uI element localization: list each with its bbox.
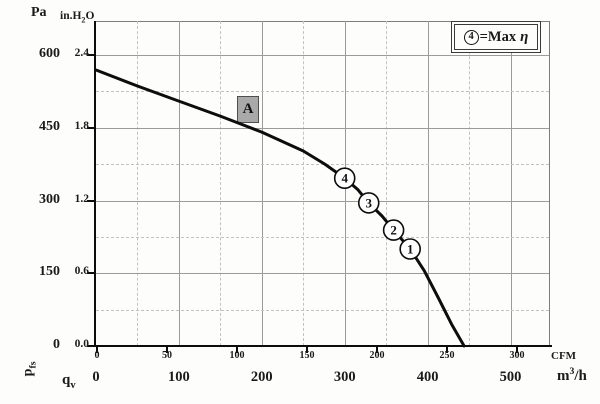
gridline-vertical-solid	[510, 21, 512, 346]
x-axis-tick	[306, 346, 308, 353]
inh2o-prefix: in.H	[60, 10, 82, 22]
legend-box: 4 =Max η	[451, 21, 541, 53]
inh2o-sub: 2	[81, 15, 86, 25]
x-axis-tick	[96, 346, 98, 353]
y-tick-label-inh2o: 0.6	[74, 265, 89, 278]
y-axis-tick	[87, 199, 95, 202]
gridline-vertical-dashed	[469, 21, 471, 346]
x-axis-tick	[376, 346, 378, 353]
plot-frame	[95, 21, 550, 347]
x-axis-unit-cfm: CFM	[551, 350, 577, 362]
legend-eta-symbol: η	[520, 28, 529, 45]
y-tick-label-inh2o: 0.0	[74, 338, 89, 350]
y-axis-tick	[87, 345, 95, 347]
gridline-vertical-solid	[178, 21, 180, 346]
x-tick-label-m3h: 0	[92, 369, 100, 385]
gridline-vertical-dashed	[303, 21, 305, 346]
x-tick-label-m3h: 200	[250, 369, 273, 385]
gridline-horizontal-dashed	[96, 236, 549, 238]
x-axis-symbol-qv: qv	[62, 372, 76, 391]
svg-text:3: 3	[365, 195, 372, 210]
gridline-horizontal-dashed	[96, 164, 549, 166]
pressure-curve	[94, 68, 466, 348]
x-tick-label-cfm: 0	[94, 350, 100, 361]
y-tick-label-inh2o: 1.8	[74, 119, 89, 132]
x-axis-tick	[236, 346, 238, 353]
x-axis-tick	[446, 346, 448, 353]
gridline-horizontal-solid	[96, 273, 549, 275]
y-axis-tick	[87, 126, 95, 129]
x-tick-label-cfm: 100	[229, 350, 245, 361]
x-tick-label-cfm: 200	[369, 350, 385, 361]
curve-point-marker-2: 2	[382, 219, 405, 241]
m3h-prefix: m	[557, 368, 570, 384]
curve-point-marker-4: 4	[333, 167, 356, 189]
x-tick-label-m3h: 300	[333, 369, 356, 385]
gridline-vertical-dashed	[386, 21, 388, 346]
gridline-vertical-dashed	[220, 21, 222, 346]
x-tick-label-m3h: 100	[168, 369, 190, 385]
m3h-suffix: /h	[574, 368, 587, 384]
x-tick-label-cfm: 300	[509, 350, 525, 361]
x-tick-label-cfm: 150	[299, 350, 315, 361]
legend-circled-4-icon: 4	[463, 29, 479, 45]
y-axis-line	[94, 21, 97, 347]
y-tick-label-pa: 300	[39, 191, 60, 207]
gridline-vertical-dashed	[137, 21, 139, 346]
curve-point-marker-1: 1	[399, 238, 421, 260]
curve-label-a: A	[237, 96, 259, 123]
gridline-vertical-solid	[427, 21, 429, 346]
y-axis-tick	[87, 272, 95, 275]
x-axis-line	[88, 344, 552, 347]
m3h-sup: 3	[569, 366, 575, 377]
x-tick-label-cfm: 250	[439, 350, 455, 361]
gridline-horizontal-dashed	[96, 309, 549, 311]
svg-text:2: 2	[390, 223, 397, 238]
inh2o-suffix: O	[85, 10, 95, 22]
y-tick-label-inh2o: 1.2	[74, 192, 89, 205]
gridline-horizontal-solid	[96, 55, 549, 56]
y-tick-label-pa: 150	[39, 264, 60, 280]
y-tick-label-pa: 450	[39, 118, 60, 134]
qv-sub: v	[70, 380, 76, 391]
x-tick-label-m3h: 400	[416, 369, 439, 385]
gridline-horizontal-solid	[96, 127, 549, 129]
y-tick-label-inh2o: 2.4	[74, 47, 89, 59]
svg-text:1: 1	[407, 242, 414, 257]
y-axis-unit-pa: Pa	[31, 5, 47, 20]
x-axis-tick	[166, 346, 168, 353]
svg-text:4: 4	[341, 171, 348, 186]
legend-inner-border: 4 =Max η	[454, 24, 538, 50]
legend-text: =Max	[479, 28, 517, 45]
x-axis-tick	[516, 346, 518, 353]
curve-point-marker-3: 3	[357, 192, 380, 214]
gridline-horizontal-dashed	[96, 91, 549, 93]
x-tick-label-m3h: 500	[499, 369, 522, 385]
x-tick-label-cfm: 50	[162, 350, 172, 361]
qv-base: q	[62, 372, 71, 388]
y-tick-label-pa: 600	[39, 46, 60, 61]
x-axis-unit-m3h: m3/h	[557, 366, 587, 385]
gridline-vertical-solid	[261, 21, 263, 346]
y-axis-tick	[87, 54, 95, 56]
y-axis-unit-inh2o: in.H2O	[60, 10, 94, 24]
gridline-horizontal-solid	[96, 200, 549, 202]
y-tick-label-pa: 0	[53, 337, 60, 352]
